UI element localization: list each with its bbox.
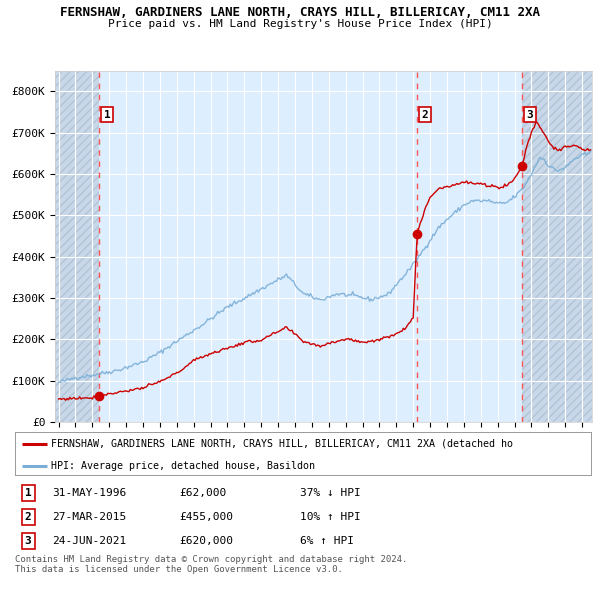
Text: 3: 3: [527, 110, 533, 120]
Text: FERNSHAW, GARDINERS LANE NORTH, CRAYS HILL, BILLERICAY, CM11 2XA (detached ho: FERNSHAW, GARDINERS LANE NORTH, CRAYS HI…: [51, 439, 513, 449]
Bar: [100, 71, 523, 422]
Text: 24-JUN-2021: 24-JUN-2021: [52, 536, 127, 546]
Text: HPI: Average price, detached house, Basildon: HPI: Average price, detached house, Basi…: [51, 461, 315, 471]
Text: FERNSHAW, GARDINERS LANE NORTH, CRAYS HILL, BILLERICAY, CM11 2XA: FERNSHAW, GARDINERS LANE NORTH, CRAYS HI…: [60, 6, 540, 19]
Text: 6% ↑ HPI: 6% ↑ HPI: [300, 536, 354, 546]
Text: 2: 2: [25, 512, 32, 522]
Bar: [55, 71, 100, 422]
Text: 1: 1: [104, 110, 110, 120]
Text: 31-MAY-1996: 31-MAY-1996: [52, 488, 127, 497]
Text: Contains HM Land Registry data © Crown copyright and database right 2024.
This d: Contains HM Land Registry data © Crown c…: [15, 555, 407, 574]
Text: 3: 3: [25, 536, 32, 546]
Bar: [523, 71, 592, 422]
Text: 10% ↑ HPI: 10% ↑ HPI: [300, 512, 361, 522]
Text: £62,000: £62,000: [179, 488, 226, 497]
Text: £455,000: £455,000: [179, 512, 233, 522]
Text: Price paid vs. HM Land Registry's House Price Index (HPI): Price paid vs. HM Land Registry's House …: [107, 19, 493, 29]
Text: 27-MAR-2015: 27-MAR-2015: [52, 512, 127, 522]
Text: 1: 1: [25, 488, 32, 497]
Text: 37% ↓ HPI: 37% ↓ HPI: [300, 488, 361, 497]
Text: 2: 2: [421, 110, 428, 120]
Text: £620,000: £620,000: [179, 536, 233, 546]
